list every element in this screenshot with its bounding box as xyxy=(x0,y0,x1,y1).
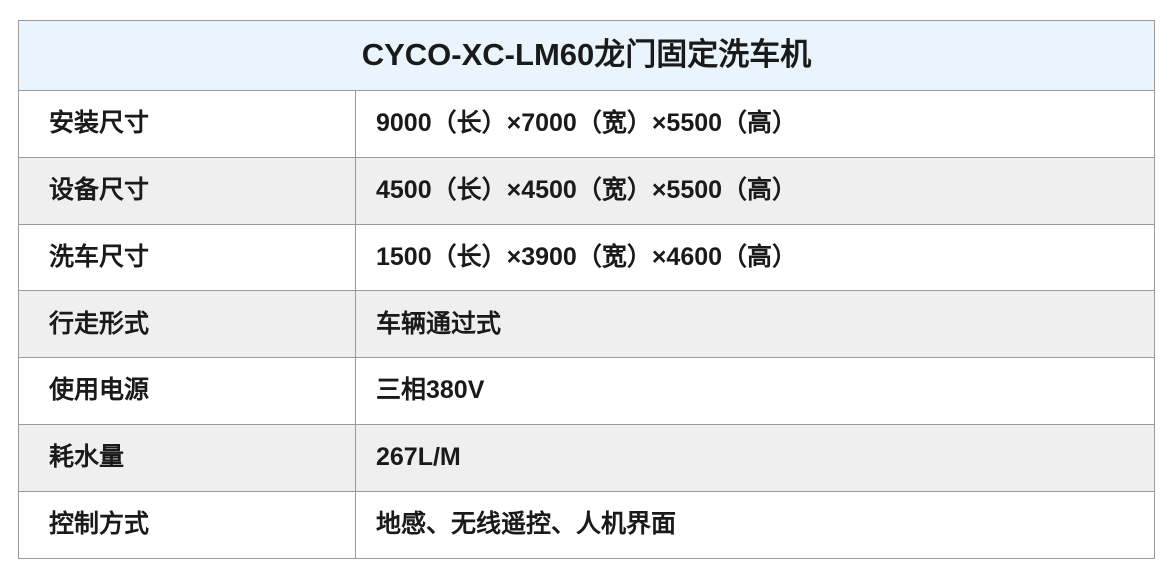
spec-value-control-method: 地感、无线遥控、人机界面 xyxy=(355,490,1155,559)
spec-label-control-method: 控制方式 xyxy=(18,490,356,559)
spec-label-install-size: 安装尺寸 xyxy=(18,90,356,158)
spec-value-water-consumption: 267L/M xyxy=(355,423,1155,492)
specification-table: CYCO-XC-LM60龙门固定洗车机 安装尺寸 9000（长）×7000（宽）… xyxy=(18,20,1155,559)
spec-label-text: 控制方式 xyxy=(49,509,150,538)
spec-label-text: 安装尺寸 xyxy=(49,109,150,138)
table-title-row: CYCO-XC-LM60龙门固定洗车机 xyxy=(18,20,1155,91)
table-title-text: CYCO-XC-LM60龙门固定洗车机 xyxy=(361,37,812,73)
spec-value-text: 267L/M xyxy=(376,443,461,472)
spec-value-text: 1500（长）×3900（宽）×4600（高） xyxy=(376,242,798,271)
spec-value-text: 车辆通过式 xyxy=(376,309,502,338)
spec-value-wash-size: 1500（长）×3900（宽）×4600（高） xyxy=(355,223,1155,292)
spec-label-text: 使用电源 xyxy=(49,376,150,405)
spec-value-power-supply: 三相380V xyxy=(355,357,1155,425)
table-row: 控制方式 地感、无线遥控、人机界面 xyxy=(18,490,1155,559)
table-row: 使用电源 三相380V xyxy=(18,357,1155,425)
table-row: 设备尺寸 4500（长）×4500（宽）×5500（高） xyxy=(18,156,1155,225)
spec-value-install-size: 9000（长）×7000（宽）×5500（高） xyxy=(355,90,1155,158)
table-body: CYCO-XC-LM60龙门固定洗车机 安装尺寸 9000（长）×7000（宽）… xyxy=(18,20,1155,559)
spec-label-text: 设备尺寸 xyxy=(49,175,150,204)
spec-label-equipment-size: 设备尺寸 xyxy=(18,156,356,225)
table-row: 耗水量 267L/M xyxy=(18,423,1155,492)
table-row: 洗车尺寸 1500（长）×3900（宽）×4600（高） xyxy=(18,223,1155,292)
spec-label-water-consumption: 耗水量 xyxy=(18,423,356,492)
spec-label-power-supply: 使用电源 xyxy=(18,357,356,425)
spec-label-text: 洗车尺寸 xyxy=(49,242,150,271)
spec-label-text: 行走形式 xyxy=(49,309,150,338)
spec-value-text: 地感、无线遥控、人机界面 xyxy=(376,509,677,538)
spec-value-text: 三相380V xyxy=(376,376,485,405)
spec-label-travel-type: 行走形式 xyxy=(18,290,356,359)
spec-label-wash-size: 洗车尺寸 xyxy=(18,223,356,292)
table-row: 安装尺寸 9000（长）×7000（宽）×5500（高） xyxy=(18,90,1155,158)
page-title: CYCO-XC-LM60龙门固定洗车机 xyxy=(18,20,1155,91)
spec-value-text: 9000（长）×7000（宽）×5500（高） xyxy=(376,109,798,138)
table-row: 行走形式 车辆通过式 xyxy=(18,290,1155,359)
spec-value-text: 4500（长）×4500（宽）×5500（高） xyxy=(376,175,798,204)
spec-value-travel-type: 车辆通过式 xyxy=(355,290,1155,359)
spec-value-equipment-size: 4500（长）×4500（宽）×5500（高） xyxy=(355,156,1155,225)
specification-table-container: CYCO-XC-LM60龙门固定洗车机 安装尺寸 9000（长）×7000（宽）… xyxy=(18,20,1155,559)
spec-label-text: 耗水量 xyxy=(49,443,125,472)
